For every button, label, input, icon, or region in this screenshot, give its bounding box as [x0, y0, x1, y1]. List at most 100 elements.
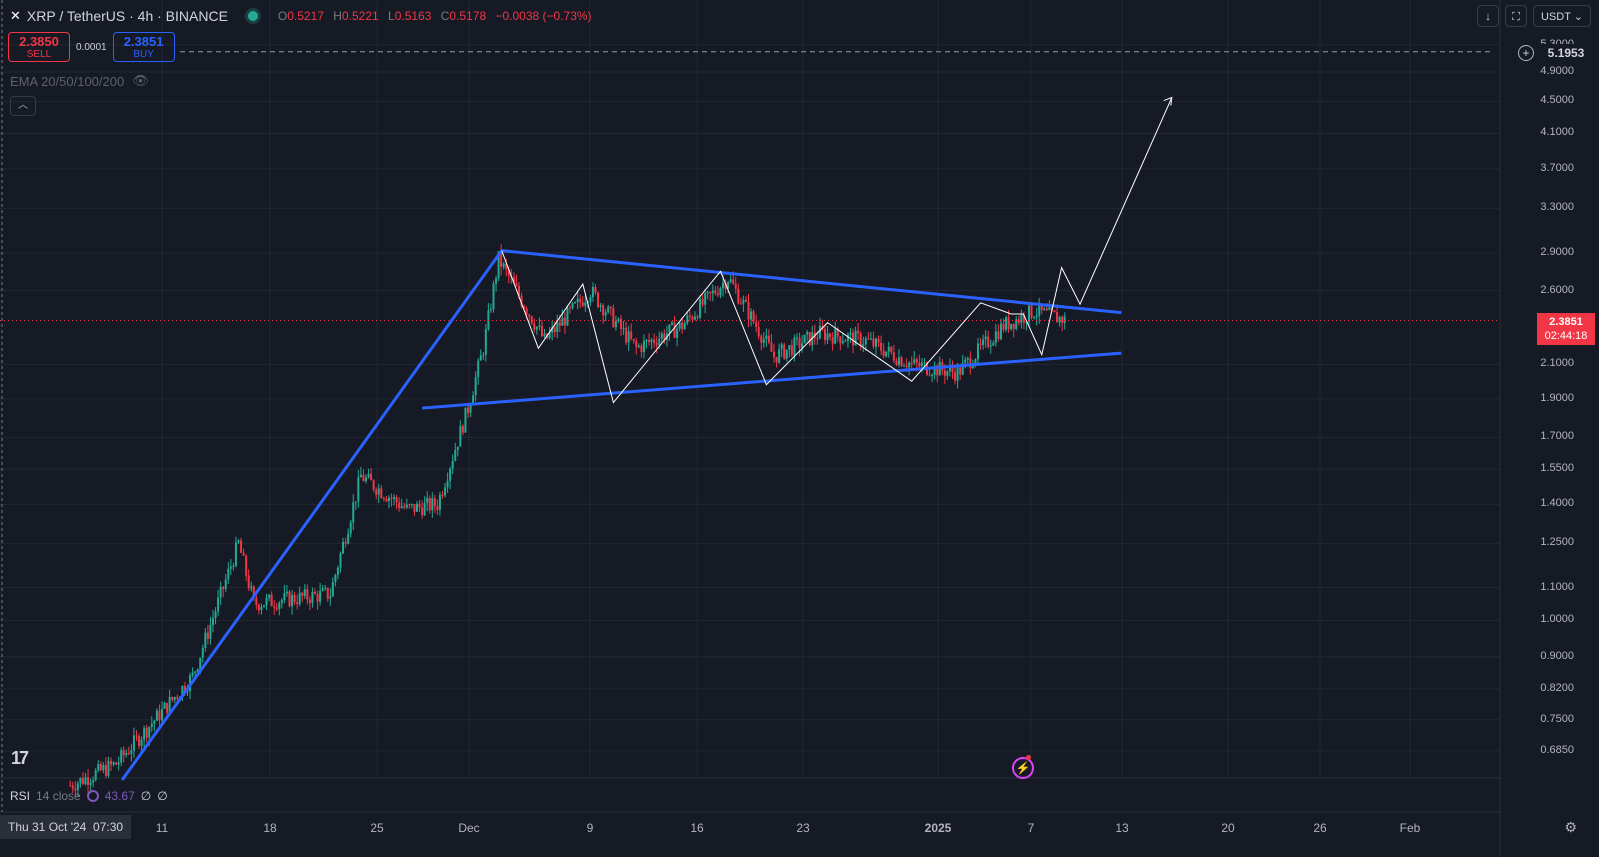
symbol-logo-icon[interactable]: ✕ [10, 8, 21, 23]
collapse-legend-button[interactable]: ︿ [10, 96, 36, 116]
candle-body [275, 607, 278, 609]
candle-body [433, 498, 436, 507]
candle-body [882, 350, 885, 357]
candle-body [171, 697, 174, 700]
candle-body [263, 605, 265, 607]
price-tick-label: 1.4000 [1540, 497, 1574, 510]
horizontal-line-price-label: 5.1953 [1537, 44, 1595, 62]
candle-body [533, 323, 536, 330]
candle-body [841, 341, 844, 344]
bolt-icon[interactable]: ⚡ [1012, 757, 1034, 779]
candle-body [222, 586, 225, 589]
candle-body [140, 739, 143, 746]
candle-body [110, 760, 112, 765]
candle-body [1043, 308, 1046, 310]
price-tick-label: 2.6000 [1540, 283, 1574, 296]
price-tick-label: 2.9000 [1540, 246, 1574, 258]
candle-body [803, 334, 806, 344]
rsi-legend[interactable]: RSI 14 close 43.67 ∅ ∅ [10, 789, 168, 803]
candle-body [816, 338, 819, 340]
candle-body [482, 354, 485, 356]
candle-body [1020, 314, 1023, 323]
candle-body [558, 322, 561, 326]
candle-body [607, 306, 610, 313]
candle-body [441, 494, 444, 496]
candle-body [844, 340, 847, 342]
candle-body [648, 339, 651, 342]
candle-body [204, 632, 207, 648]
price-tick-label: 3.7000 [1540, 161, 1574, 174]
candle-body [168, 697, 171, 713]
crosshair-date-label: Thu 31 Oct '24 07:30 [0, 815, 132, 839]
candle-body [887, 346, 890, 352]
candle-body [469, 404, 472, 413]
symbol-title[interactable]: XRP / TetherUS · 4h · BINANCE [26, 8, 228, 24]
candle-body [762, 339, 765, 343]
candle-body [130, 750, 133, 754]
candle-body [984, 336, 987, 340]
price-tick-label: 0.6850 [1540, 744, 1574, 756]
candle-body [872, 338, 875, 347]
candle-body [650, 339, 653, 342]
candle-body [597, 292, 600, 307]
rsi-value: 43.67 [104, 789, 135, 803]
trendline [121, 249, 503, 781]
candle-body [502, 263, 505, 267]
time-tick-label: 7 [1027, 821, 1035, 835]
candle-body [890, 346, 893, 353]
candle-body [977, 343, 979, 360]
notification-dot [1026, 755, 1031, 760]
candle-body [734, 283, 737, 289]
candle-body [711, 290, 714, 294]
candle-body [1045, 308, 1048, 311]
bar-countdown: 02:44:18 [1544, 330, 1588, 342]
candle-body [293, 594, 296, 603]
candle-body [959, 367, 962, 375]
candle-body [1053, 310, 1056, 313]
candle-body [92, 780, 95, 783]
candle-body [956, 367, 959, 381]
buy-button[interactable]: 2.3851 BUY [112, 32, 175, 62]
candle-body [569, 307, 571, 309]
candle-body [308, 599, 311, 604]
price-tick-label: 1.0000 [1540, 613, 1574, 626]
candle-body [528, 314, 531, 317]
candle-body [663, 333, 666, 341]
candle-body [518, 285, 520, 296]
ema-indicator-legend[interactable]: EMA 20/50/100/200 👁 [10, 73, 149, 89]
candle-body [245, 555, 248, 576]
candle-body [191, 672, 194, 676]
candle-body [84, 777, 87, 785]
currency-select[interactable]: USDT ⌄ [1533, 5, 1591, 27]
candle-body [196, 669, 199, 672]
candle-body [212, 618, 214, 625]
candle-body [688, 315, 691, 317]
candle-body [716, 293, 719, 296]
eye-hidden-icon[interactable]: 👁 [132, 73, 149, 88]
candle-body [964, 359, 967, 363]
candle-body [183, 686, 186, 693]
candle-body [673, 322, 676, 338]
candle-body [291, 594, 294, 607]
candle-body [201, 647, 204, 658]
add-alert-icon[interactable]: + [1518, 45, 1534, 61]
candle-body [946, 371, 949, 376]
candle-body [790, 345, 793, 356]
candle-body [158, 710, 161, 721]
gear-icon[interactable]: ⚙ [1564, 819, 1577, 835]
candle-body [699, 299, 702, 318]
candle-body [671, 322, 673, 325]
candle-body [117, 762, 120, 765]
sell-button[interactable]: 2.3850 SELL [8, 32, 70, 62]
close-value: 0.5178 [449, 9, 487, 23]
tradingview-logo[interactable]: 17 [11, 748, 29, 768]
candle-body [566, 307, 569, 326]
candle-body [270, 594, 273, 607]
candle-body [864, 338, 867, 345]
candle-body [660, 333, 663, 339]
fullscreen-icon[interactable]: ⛶ [1505, 5, 1527, 27]
download-icon[interactable]: ↓ [1477, 5, 1499, 27]
candle-body [1048, 307, 1051, 311]
candle-body [571, 302, 574, 308]
